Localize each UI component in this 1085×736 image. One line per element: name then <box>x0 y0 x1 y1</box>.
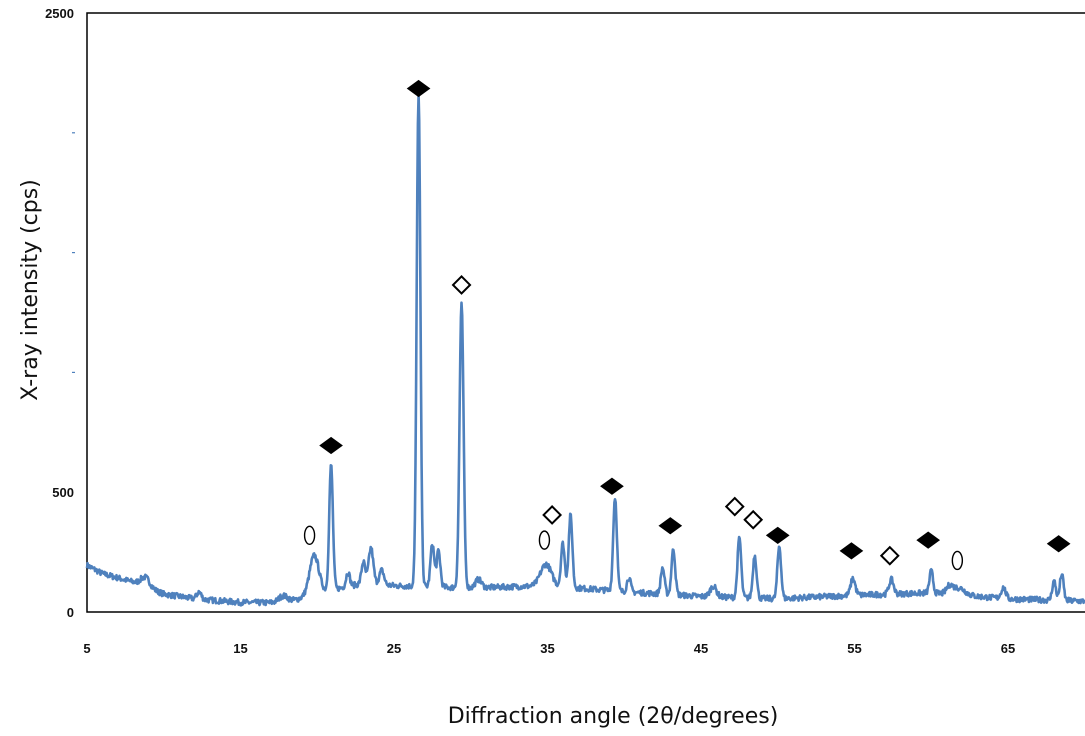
filled-diamond-marker <box>1046 535 1071 553</box>
x-tick-label: 5 <box>83 641 90 656</box>
open-diamond-marker <box>724 496 745 517</box>
open-diamond-marker <box>451 275 472 295</box>
y-axis-ticks: 0 500 2500 <box>45 6 75 620</box>
x-tick-label: 15 <box>233 641 247 656</box>
filled-diamond-marker <box>600 477 624 495</box>
x-tick-label: 65 <box>1001 641 1015 656</box>
y-tick-label: 2500 <box>45 6 74 21</box>
open-circle-marker <box>303 525 316 546</box>
x-tick-label: 55 <box>847 641 861 656</box>
y-tick-label: 0 <box>67 605 74 620</box>
filled-diamond-marker <box>916 531 941 549</box>
x-tick-label: 45 <box>694 641 708 656</box>
x-tick-label: 35 <box>540 641 554 656</box>
filled-diamond-marker <box>765 526 790 544</box>
diffraction-pattern-line <box>85 93 1085 607</box>
x-axis-title: Diffraction angle (2θ/degrees) <box>448 704 779 729</box>
open-diamond-marker <box>879 545 900 566</box>
filled-diamond-marker <box>658 517 683 535</box>
open-diamond-marker <box>542 505 563 525</box>
plot-frame <box>86 12 1085 613</box>
y-axis-title: X-ray intensity (cps) <box>18 179 43 401</box>
filled-diamond-marker <box>406 79 431 98</box>
x-tick-label: 25 <box>387 641 401 656</box>
open-circle-marker <box>538 530 551 550</box>
filled-diamond-marker <box>839 542 864 560</box>
y-tick-label: 500 <box>52 485 74 500</box>
phase-markers <box>303 79 1071 571</box>
open-diamond-marker <box>743 509 764 530</box>
open-circle-marker <box>951 550 964 571</box>
x-axis-ticks: 5 15 25 35 45 55 65 <box>83 641 1015 656</box>
filled-diamond-marker <box>319 436 343 455</box>
